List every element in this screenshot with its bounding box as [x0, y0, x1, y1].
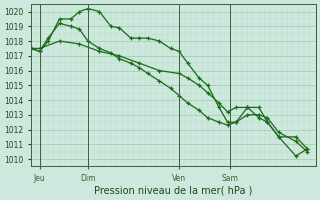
X-axis label: Pression niveau de la mer( hPa ): Pression niveau de la mer( hPa )	[94, 186, 252, 196]
